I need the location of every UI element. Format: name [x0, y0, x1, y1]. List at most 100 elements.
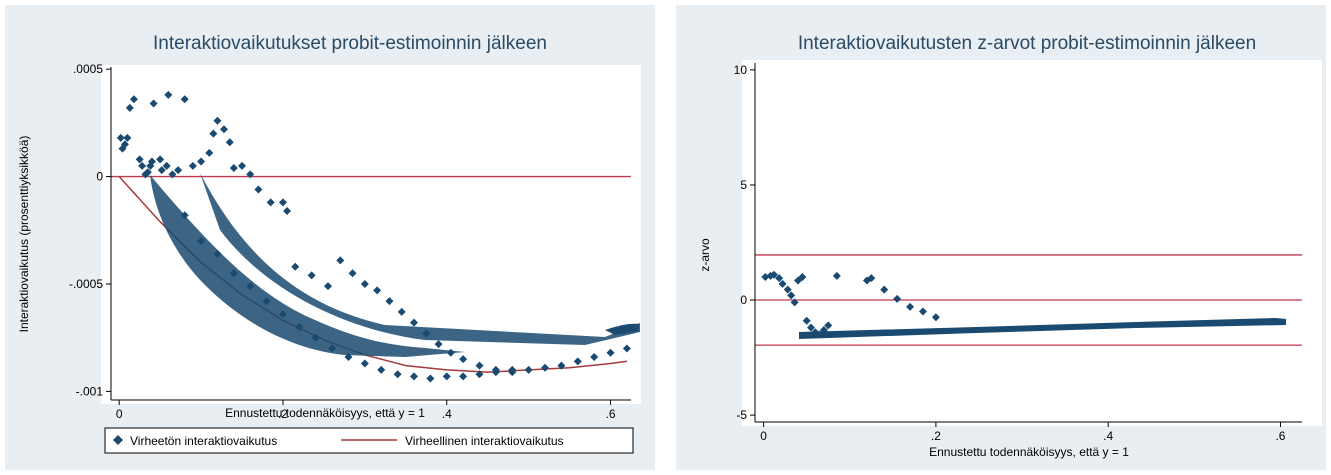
- data-point: [180, 211, 189, 220]
- data-point: [254, 185, 263, 194]
- y-tick-label: -5: [736, 408, 747, 422]
- x-tick-label: .6: [606, 407, 616, 421]
- data-point: [893, 294, 902, 303]
- data-point: [120, 140, 129, 149]
- data-point: [573, 357, 582, 366]
- legend: Virheetön interaktiovaikutus Virheelline…: [104, 427, 634, 454]
- data-point: [769, 270, 778, 279]
- y-tick-label: -.0005: [69, 277, 103, 291]
- data-point: [832, 271, 841, 280]
- data-point: [348, 269, 357, 278]
- data-point: [324, 282, 333, 291]
- data-point: [761, 273, 770, 282]
- x-tick-label: .2: [931, 429, 941, 443]
- data-point: [188, 161, 197, 170]
- dense-marker-cloud: [799, 318, 1286, 339]
- right-chart: Interaktiovaikutusten z-arvot probit-est…: [698, 33, 1322, 459]
- data-point: [344, 353, 353, 362]
- data-point: [246, 170, 255, 179]
- x-axis-label: Ennustettu todennäköisyys, että y = 1: [929, 445, 1129, 459]
- data-point: [307, 271, 316, 280]
- data-point: [442, 372, 451, 381]
- data-point: [209, 129, 218, 138]
- data-point: [180, 95, 189, 104]
- data-point: [409, 372, 418, 381]
- data-point: [168, 170, 177, 179]
- x-tick-label: 0: [116, 407, 123, 421]
- data-point: [295, 322, 304, 331]
- data-point: [278, 310, 287, 319]
- data-point: [311, 333, 320, 342]
- data-point: [225, 138, 234, 147]
- x-tick-label: .4: [442, 407, 452, 421]
- data-point: [557, 361, 566, 370]
- y-axis-label: z-arvo: [698, 238, 712, 272]
- data-point: [278, 198, 287, 207]
- chart-title: Interaktiovaikutusten z-arvot probit-est…: [798, 33, 1256, 54]
- data-point: [459, 355, 468, 364]
- data-point: [783, 285, 792, 294]
- data-point: [123, 133, 132, 142]
- data-point: [434, 340, 443, 349]
- data-point: [116, 133, 125, 142]
- data-point: [590, 353, 599, 362]
- data-point: [291, 262, 300, 271]
- data-point: [138, 161, 147, 170]
- data-point: [806, 323, 815, 332]
- reference-lines: [755, 254, 1302, 346]
- data-point: [475, 361, 484, 370]
- data-point: [385, 297, 394, 306]
- data-point: [802, 316, 811, 325]
- data-point: [162, 161, 171, 170]
- x-axis-label: Ennustettu todennäköisyys, että y = 1: [225, 406, 425, 420]
- data-point: [824, 321, 833, 330]
- legend-label: Virheellinen interaktiovaikutus: [405, 434, 564, 448]
- data-point: [147, 157, 156, 166]
- data-point: [393, 370, 402, 379]
- data-point: [143, 168, 152, 177]
- data-point: [819, 325, 828, 334]
- axes: 10 5 0 -5 0 .2 .4 .6: [734, 63, 1302, 443]
- y-tick-label: .0005: [73, 62, 103, 76]
- data-point: [360, 359, 369, 368]
- data-point: [238, 161, 247, 170]
- data-point: [360, 279, 369, 288]
- data-point: [135, 155, 144, 164]
- data-point: [149, 99, 158, 108]
- data-point: [197, 157, 206, 166]
- data-point: [283, 206, 292, 215]
- data-point: [262, 297, 271, 306]
- data-point: [918, 307, 927, 316]
- data-point: [775, 274, 784, 283]
- data-point: [790, 298, 799, 307]
- data-point: [475, 370, 484, 379]
- y-tick-label: 0: [96, 170, 103, 184]
- axes: .0005 0 -.0005 -.001 0 .2 .4 .6: [69, 62, 631, 421]
- data-point: [397, 307, 406, 316]
- plot-area: [742, 60, 1322, 426]
- series-markers: [761, 270, 940, 339]
- data-point: [867, 274, 876, 283]
- data-point: [508, 365, 517, 374]
- dense-marker-cloud: [150, 173, 640, 357]
- y-tick-label: 0: [740, 293, 747, 307]
- data-point: [336, 256, 345, 265]
- data-point: [459, 372, 468, 381]
- data-point: [787, 291, 796, 300]
- data-point: [778, 279, 787, 288]
- data-point: [157, 166, 166, 175]
- data-point: [606, 348, 615, 357]
- data-point: [229, 269, 238, 278]
- data-point: [213, 249, 222, 258]
- data-point: [422, 329, 431, 338]
- data-point: [880, 285, 889, 294]
- data-point: [373, 286, 382, 295]
- left-chart-panel: Interaktiovaikutukset probit-estimoinnin…: [5, 5, 655, 470]
- data-point: [798, 273, 807, 282]
- y-axis-label: Interaktiovaikutus (prosenttiyksikköä): [17, 136, 31, 333]
- legend-diamond-marker: [113, 435, 123, 445]
- data-point: [266, 198, 275, 207]
- series-markers: [116, 90, 631, 383]
- data-point: [815, 330, 824, 339]
- x-tick-label: .2: [278, 407, 288, 421]
